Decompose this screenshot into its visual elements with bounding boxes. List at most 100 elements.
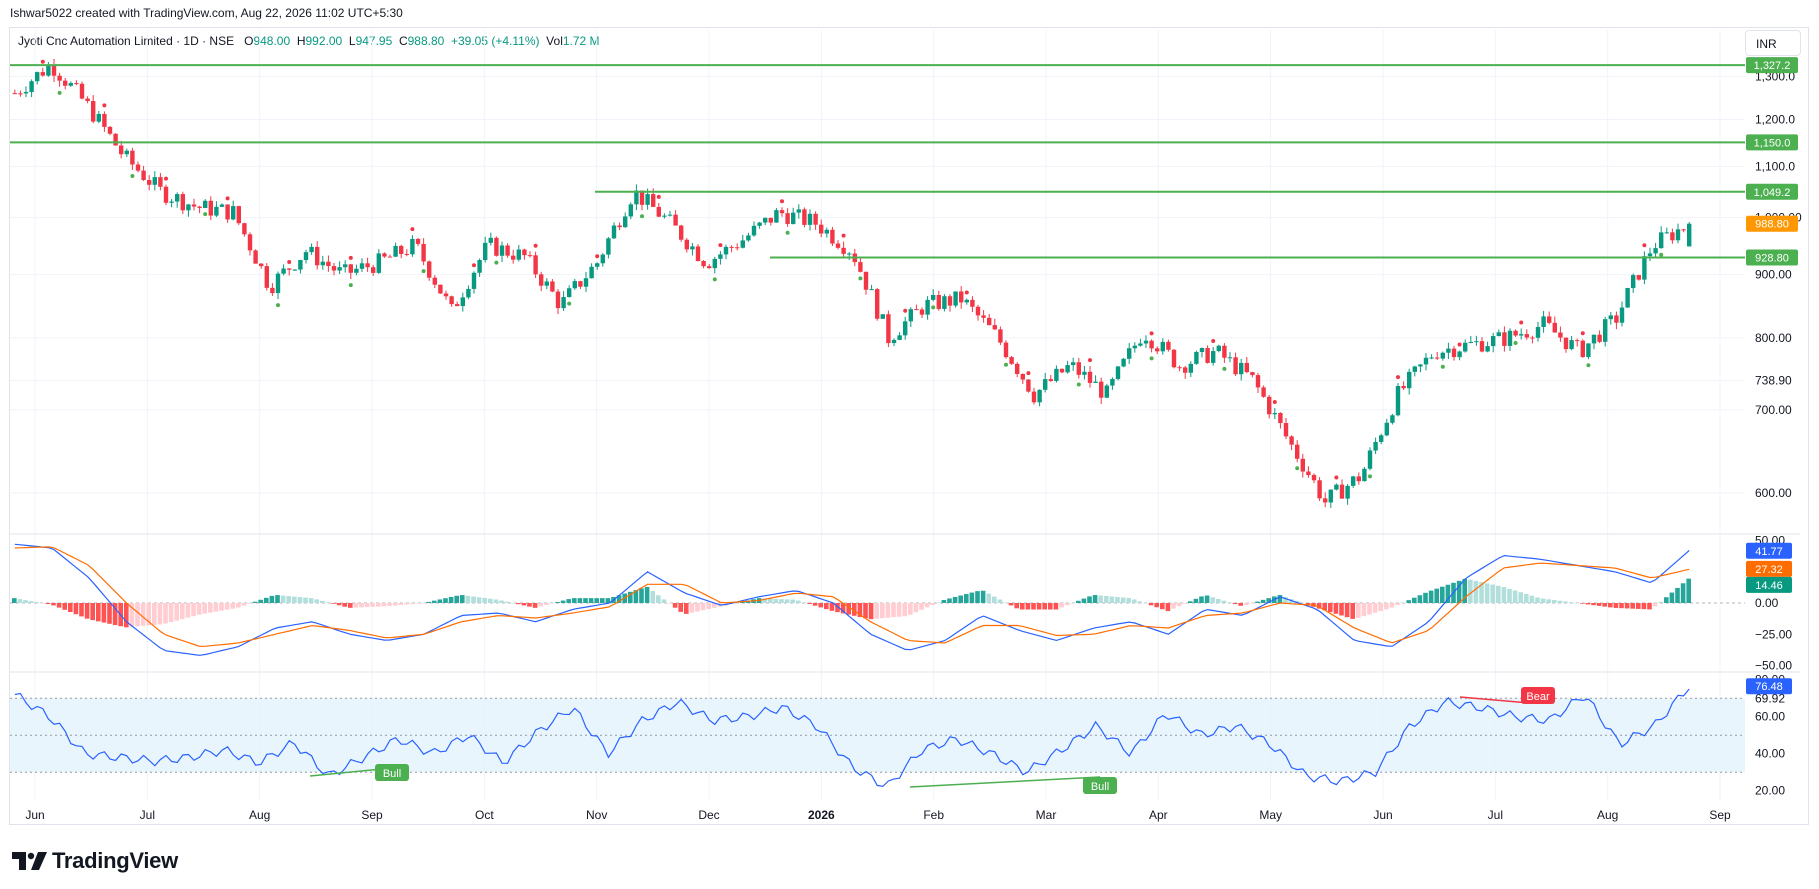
candle-body	[1563, 337, 1569, 350]
candle-body	[718, 254, 723, 259]
candle-body	[236, 206, 241, 224]
time-axis-tick: Dec	[698, 808, 719, 822]
macd-histogram-bar	[1283, 597, 1288, 603]
macd-histogram-bar	[1148, 603, 1154, 606]
macd-histogram-bar	[1104, 596, 1109, 603]
candle-body	[729, 246, 734, 248]
candle-body	[91, 101, 96, 122]
candle-body	[931, 294, 936, 300]
macd-histogram-bar	[1008, 603, 1014, 606]
candle-body	[1171, 349, 1177, 368]
macd-histogram-bar	[1557, 600, 1563, 603]
candle-body	[1143, 340, 1149, 344]
candle-body	[858, 262, 863, 272]
candle-body	[427, 261, 432, 278]
macd-histogram-bar	[252, 601, 258, 603]
high-label: H	[296, 34, 306, 48]
candle-body	[1423, 357, 1429, 365]
macd-histogram-bar	[1462, 578, 1467, 603]
candle-body	[527, 255, 533, 257]
candle-body	[707, 266, 712, 269]
macd-histogram-bar	[1255, 601, 1260, 603]
rsi-axis-tick: 40.00	[1755, 747, 1785, 761]
candle-body	[1110, 378, 1115, 386]
symbol-title[interactable]: Jyoti Cnc Automation Limited · 1D · NSE	[18, 34, 235, 48]
macd-histogram-bar	[1417, 595, 1423, 603]
candle-body	[628, 204, 633, 217]
macd-histogram-bar	[1204, 595, 1210, 603]
time-axis-tick: Oct	[475, 808, 494, 822]
macd-histogram-bar	[1216, 598, 1221, 603]
macd-histogram-bar	[1602, 603, 1607, 607]
candle-body	[371, 267, 376, 273]
macd-histogram-bar	[1507, 588, 1512, 603]
macd-histogram-bar	[1479, 582, 1484, 603]
macd-histogram-bar	[1658, 601, 1663, 603]
candle-body	[1289, 436, 1294, 445]
brand-logo: TradingView	[12, 848, 178, 874]
candle-body	[673, 214, 678, 226]
macd-histogram-bar	[420, 603, 426, 604]
pivot-high-dot	[1211, 338, 1216, 343]
candle-body	[606, 238, 611, 255]
candle-body	[337, 267, 342, 271]
macd-histogram-bar	[650, 591, 655, 603]
candle-body	[63, 80, 68, 86]
candle-body	[1429, 357, 1434, 359]
macd-histogram-bar	[560, 600, 566, 603]
price-axis-tick: 1,200.0	[1755, 112, 1795, 126]
divergence-badge[interactable]	[1521, 687, 1555, 704]
candle-body	[511, 255, 516, 260]
pivot-low-dot	[931, 305, 936, 310]
candle-body	[981, 315, 986, 318]
candle-body	[835, 243, 841, 248]
candle-body	[1659, 232, 1664, 249]
macd-histogram-bar	[919, 603, 924, 610]
macd-histogram-bar	[409, 603, 415, 605]
macd-histogram-bar	[1260, 599, 1266, 603]
candle-body	[415, 238, 421, 244]
macd-histogram-bar	[941, 600, 947, 603]
candle-body	[1524, 334, 1529, 338]
candle-body	[998, 329, 1003, 343]
macd-histogram-bar	[359, 603, 364, 608]
candle-body	[819, 224, 824, 234]
candle-body	[1496, 332, 1501, 337]
macd-histogram-bar	[426, 601, 431, 603]
high-value: 992.00	[305, 34, 343, 48]
candle-body	[309, 246, 314, 253]
candle-body	[471, 272, 477, 289]
macd-histogram-bar	[644, 586, 650, 603]
pivot-high-dot	[841, 233, 846, 238]
candle-body	[1631, 275, 1636, 289]
macd-histogram-bar	[1412, 597, 1417, 603]
candle-body	[1687, 223, 1692, 247]
macd-histogram-bar	[196, 603, 202, 615]
candle-body	[1541, 316, 1546, 328]
currency-selector[interactable]: INR	[1745, 30, 1801, 56]
divergence-badge[interactable]	[375, 764, 409, 781]
divergence-badge[interactable]	[1083, 777, 1117, 794]
macd-histogram-bar	[1137, 601, 1143, 603]
macd-histogram-bar	[633, 590, 639, 603]
candle-body	[331, 266, 337, 271]
macd-histogram-bar	[1524, 593, 1529, 603]
macd-histogram-bar	[1350, 603, 1355, 619]
time-axis-tick: May	[1259, 808, 1282, 822]
macd-histogram-bar	[1036, 603, 1042, 610]
candle-body	[1194, 351, 1199, 364]
candle-body	[897, 335, 902, 340]
pivot-low-dot	[785, 230, 790, 235]
pivot-high-dot	[348, 255, 353, 260]
macd-histogram-bar	[527, 603, 532, 607]
macd-histogram-bar	[336, 603, 342, 606]
candle-body	[1642, 256, 1647, 280]
candle-body	[1457, 351, 1462, 358]
candle-body	[791, 212, 796, 224]
macd-histogram-bar	[672, 603, 678, 608]
pivot-low-dot	[1004, 362, 1008, 367]
macd-histogram-bar	[269, 595, 275, 603]
macd-histogram-bar	[1025, 603, 1031, 610]
macd-histogram-bar	[1227, 602, 1232, 603]
